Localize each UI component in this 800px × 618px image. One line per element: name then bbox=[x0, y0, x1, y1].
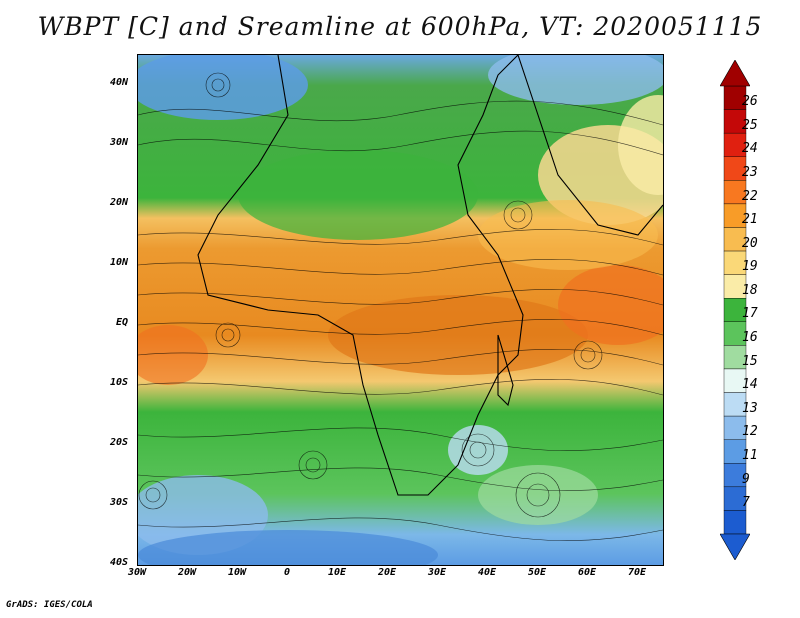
colorbar-label: 22 bbox=[742, 188, 758, 204]
colorbar-label: 9 bbox=[742, 471, 750, 487]
colorbar bbox=[720, 60, 750, 560]
lon-label-0: 0 bbox=[283, 567, 291, 578]
colorbar-label: 19 bbox=[742, 259, 758, 275]
colorbar-label: 21 bbox=[742, 212, 758, 228]
colorbar-label: 16 bbox=[742, 330, 758, 346]
colorbar-label: 24 bbox=[742, 141, 758, 157]
lon-label-70e: 70E bbox=[627, 567, 647, 578]
colorbar-label: 18 bbox=[742, 282, 758, 298]
colorbar-label: 17 bbox=[742, 306, 758, 322]
lon-label-30e: 30E bbox=[427, 567, 447, 578]
colorbar-label: 14 bbox=[742, 377, 758, 393]
lon-label-50e: 50E bbox=[527, 567, 547, 578]
colorbar-label: 12 bbox=[742, 424, 758, 440]
colorbar-label: 23 bbox=[742, 164, 758, 180]
lat-label-eq: EQ bbox=[115, 317, 128, 328]
coastlines bbox=[197, 55, 663, 496]
streamlines bbox=[138, 72, 663, 541]
lat-label-30n: 30N bbox=[109, 137, 128, 148]
colorbar-label: 26 bbox=[742, 94, 758, 110]
temperature-patches bbox=[138, 55, 663, 565]
lat-label-20s: 20S bbox=[109, 437, 128, 448]
colorbar-segment bbox=[723, 510, 747, 535]
lat-label-40n: 40N bbox=[109, 77, 128, 88]
lon-label-60e: 60E bbox=[577, 567, 597, 578]
lon-label-40e: 40E bbox=[477, 567, 497, 578]
colorbar-label: 25 bbox=[742, 117, 758, 133]
chart-title: WBPT [C] and Sreamline at 600hPa, VT: 20… bbox=[37, 12, 763, 41]
lon-label-30w: 30W bbox=[127, 567, 147, 578]
colorbar-label: 15 bbox=[742, 353, 758, 369]
colorbar-bottom-arrow bbox=[720, 533, 750, 560]
credit-label: GrADS: IGES/COLA bbox=[6, 600, 93, 610]
colorbar-label: 7 bbox=[742, 495, 750, 511]
lat-label-20n: 20N bbox=[109, 197, 128, 208]
lon-label-20w: 20W bbox=[177, 567, 197, 578]
colorbar-label: 13 bbox=[742, 400, 758, 416]
lon-label-10e: 10E bbox=[327, 567, 347, 578]
lat-label-40s: 40S bbox=[109, 557, 128, 568]
wbpt-streamline-map bbox=[138, 55, 663, 565]
colorbar-label: 20 bbox=[742, 235, 758, 251]
lat-label-30s: 30S bbox=[109, 497, 128, 508]
lat-label-10s: 10S bbox=[109, 377, 128, 388]
lon-label-10w: 10W bbox=[227, 567, 247, 578]
lat-label-10n: 10N bbox=[109, 257, 128, 268]
lon-label-20e: 20E bbox=[377, 567, 397, 578]
map-panel bbox=[137, 54, 664, 566]
colorbar-top-arrow bbox=[720, 60, 750, 87]
colorbar-label: 11 bbox=[742, 447, 758, 463]
